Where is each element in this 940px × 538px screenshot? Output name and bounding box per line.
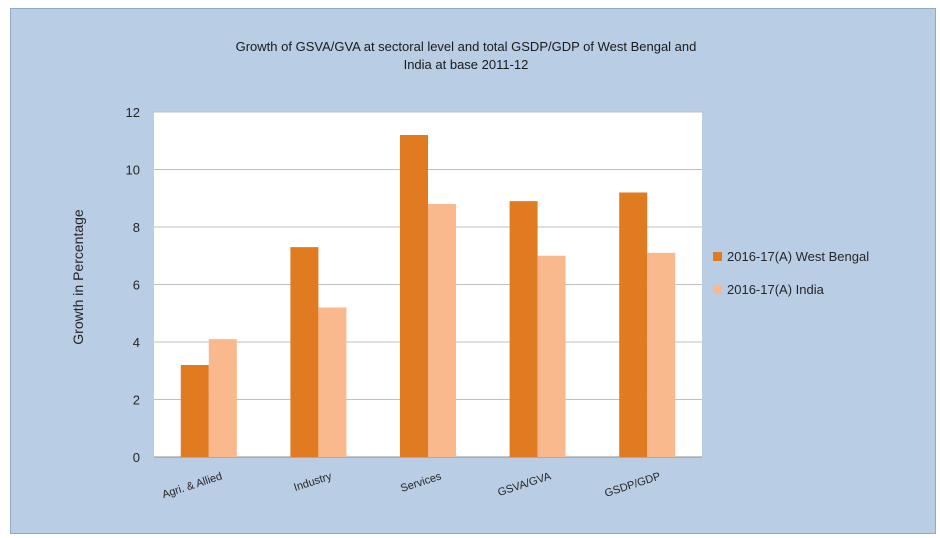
category-label: GSDP/GDP	[603, 470, 662, 499]
bar-india	[428, 204, 456, 457]
chart-title-line-2: India at base 2011-12	[404, 57, 529, 72]
bars	[180, 135, 676, 457]
bar-west-bengal	[290, 247, 319, 457]
y-axis-title: Growth in Percentage	[70, 209, 86, 345]
category-label: GSVA/GVA	[496, 470, 553, 499]
category-label: Services	[399, 470, 443, 495]
bar-west-bengal	[400, 135, 428, 457]
legend-label: 2016-17(A) West Bengal	[727, 249, 869, 264]
y-tick-label: 6	[133, 278, 140, 293]
bar-west-bengal	[180, 365, 209, 457]
bar-west-bengal	[619, 192, 648, 457]
y-tick-label: 0	[133, 450, 140, 465]
y-tick-label: 10	[126, 163, 140, 178]
chart-frame: Growth of GSVA/GVA at sectoral level and…	[10, 8, 936, 534]
legend: 2016-17(A) West Bengal 2016-17(A) India	[713, 249, 869, 297]
bar-india	[208, 339, 237, 457]
y-tick-labels: 0 2 4 6 8 10 12	[126, 105, 140, 465]
y-tick-label: 2	[133, 393, 140, 408]
y-tick-label: 8	[133, 220, 140, 235]
chart-svg: Growth of GSVA/GVA at sectoral level and…	[70, 39, 869, 501]
legend-label: 2016-17(A) India	[727, 282, 825, 297]
legend-swatch	[713, 252, 722, 261]
chart-title-line-1: Growth of GSVA/GVA at sectoral level and…	[236, 39, 697, 54]
bar-india	[647, 252, 676, 457]
bar-india	[537, 255, 566, 457]
category-labels: Agri. & Allied Industry Services GSVA/GVA GS…	[161, 470, 662, 501]
category-label: Agri. & Allied	[161, 470, 224, 501]
y-tick-label: 12	[126, 105, 140, 120]
legend-swatch	[713, 285, 722, 294]
category-label: Industry	[292, 470, 333, 494]
bar-west-bengal	[509, 201, 538, 457]
y-tick-label: 4	[133, 335, 140, 350]
bar-india	[318, 307, 347, 457]
